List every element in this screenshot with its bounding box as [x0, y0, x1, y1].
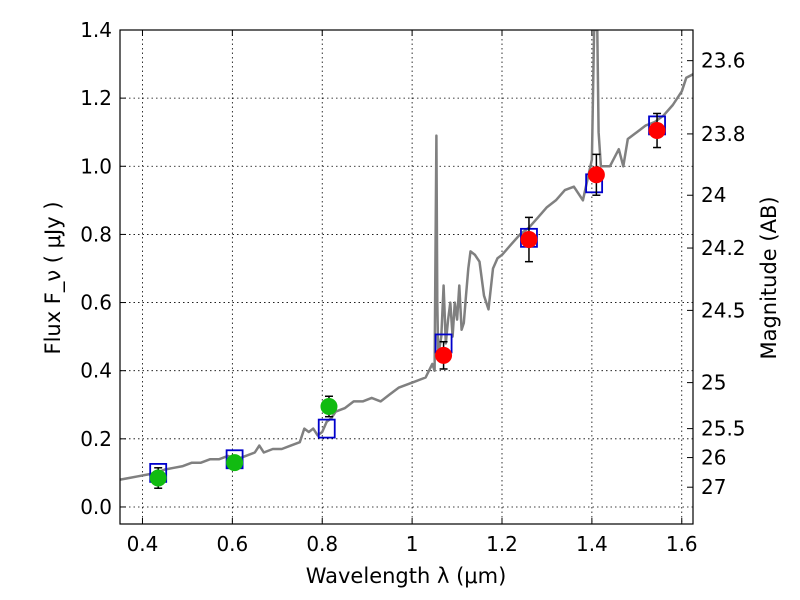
- y-tick-label: 0.4: [80, 359, 112, 383]
- observed-point: [587, 166, 605, 184]
- right-tick-label: 23.8: [701, 122, 746, 146]
- observed-point: [149, 469, 167, 487]
- observed-point: [320, 397, 338, 415]
- right-tick-label: 25.5: [701, 417, 746, 441]
- y-tick-label: 0.6: [80, 291, 112, 315]
- x-tick-label: 0.4: [127, 532, 159, 556]
- right-tick-label: 25: [701, 371, 726, 395]
- y-tick-label: 0.0: [80, 495, 112, 519]
- x-tick-label: 0.6: [216, 532, 248, 556]
- x-tick-label: 0.8: [306, 532, 338, 556]
- x-tick-label: 1.6: [666, 532, 698, 556]
- grid: [120, 29, 693, 524]
- x-axis-label: Wavelength λ (μm): [306, 564, 507, 588]
- plot-clip-group: [120, 30, 693, 481]
- y-axis-label: Flux F_ν ( μJy ): [41, 201, 66, 354]
- y-tick-label: 0.2: [80, 427, 112, 451]
- right-tick-label: 24.2: [701, 236, 746, 260]
- right-tick-label: 24: [701, 183, 726, 207]
- observed-point: [520, 231, 538, 249]
- observed-point: [648, 122, 666, 140]
- y-tick-label: 1.0: [80, 154, 112, 178]
- y-tick-label: 1.4: [80, 18, 112, 42]
- plot-area: [120, 30, 693, 489]
- x-tick-label: 1: [406, 532, 419, 556]
- right-tick-label: 26: [701, 446, 726, 470]
- observed-point: [226, 454, 244, 472]
- x-tick-label: 1.4: [576, 532, 608, 556]
- spectrum-line: [120, 30, 693, 481]
- right-tick-label: 24.5: [701, 298, 746, 322]
- right-tick-label: 23.6: [701, 49, 746, 73]
- axis-ticks: 0.4 0.6 0.8 1 1.2 1.4 1.6 0.0 0.2 0.4 0.6 0.8 1.0 1.2…: [80, 18, 745, 556]
- observed-point: [435, 346, 453, 364]
- right-tick-label: 27: [701, 475, 726, 499]
- y-tick-label: 1.2: [80, 86, 112, 110]
- right-axis-label: Magnitude (AB): [757, 196, 781, 359]
- plot-frame: [119, 29, 694, 525]
- x-tick-label: 1.2: [486, 532, 518, 556]
- model-square-point: [317, 418, 336, 439]
- y-tick-label: 0.8: [80, 222, 112, 246]
